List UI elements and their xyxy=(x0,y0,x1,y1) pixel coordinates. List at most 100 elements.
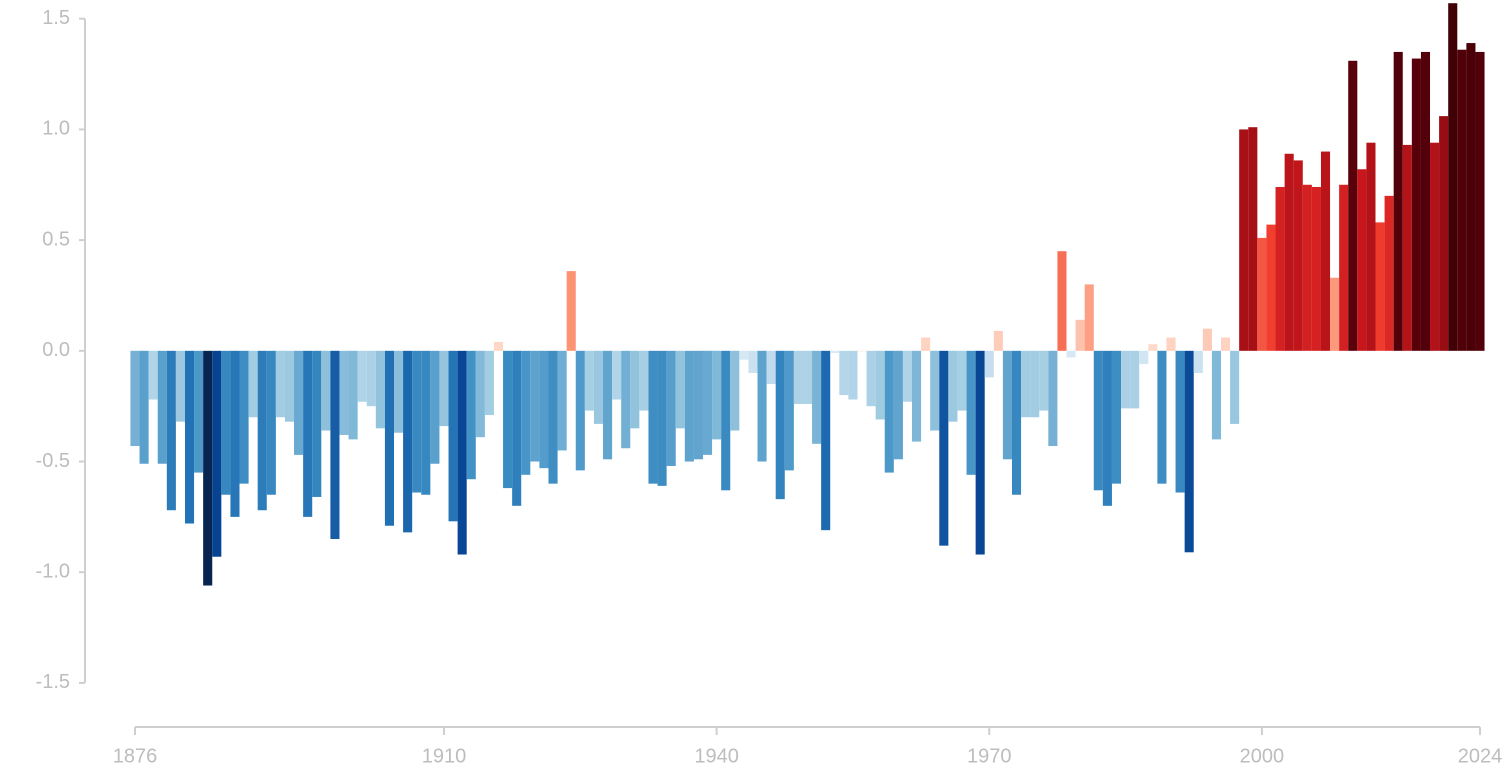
bar xyxy=(294,350,304,455)
bar xyxy=(530,350,540,462)
bar xyxy=(493,341,504,351)
bar xyxy=(784,350,794,471)
bar xyxy=(730,350,740,431)
x-tick-label: 2024 xyxy=(1458,745,1503,767)
bar xyxy=(902,350,913,402)
bar xyxy=(1275,186,1285,351)
bar xyxy=(1111,350,1122,484)
bar xyxy=(1084,284,1094,351)
bar xyxy=(139,350,149,464)
bar xyxy=(1430,142,1440,351)
bar xyxy=(1239,129,1249,351)
bar xyxy=(375,350,385,429)
bar xyxy=(930,350,940,431)
bar xyxy=(1057,251,1067,351)
bar xyxy=(1220,337,1231,351)
bar xyxy=(793,350,803,404)
y-tick-label: -1.5 xyxy=(36,671,70,693)
bar xyxy=(339,350,349,435)
bar xyxy=(884,350,894,473)
bar xyxy=(1066,350,1076,358)
bar xyxy=(448,350,458,522)
bar xyxy=(1039,350,1049,411)
bar xyxy=(548,350,558,484)
bar xyxy=(539,350,549,469)
bar xyxy=(1411,58,1421,351)
bar xyxy=(875,350,885,420)
bar xyxy=(566,271,576,351)
bar xyxy=(1248,127,1258,351)
bar xyxy=(1475,51,1485,351)
bar xyxy=(1102,350,1112,506)
y-tick-label: -1.0 xyxy=(36,561,70,583)
bar xyxy=(1311,186,1321,351)
bar xyxy=(330,350,340,540)
bar xyxy=(993,330,1003,351)
bar xyxy=(621,350,631,449)
bar xyxy=(802,350,813,404)
bar xyxy=(457,350,467,555)
bar xyxy=(1202,328,1212,351)
bar xyxy=(1048,350,1058,447)
bar xyxy=(166,350,176,511)
bar xyxy=(384,350,395,526)
bar xyxy=(1284,153,1294,351)
bar xyxy=(348,350,358,440)
bar xyxy=(1184,350,1194,553)
x-tick-label: 1940 xyxy=(694,745,739,767)
bar xyxy=(857,350,867,352)
bar xyxy=(1348,60,1358,351)
x-tick-label: 2000 xyxy=(1240,745,1285,767)
bar xyxy=(503,350,513,489)
bar xyxy=(693,350,703,460)
bar xyxy=(721,350,731,491)
bar xyxy=(584,350,594,411)
bar xyxy=(321,350,331,431)
bar xyxy=(866,350,876,407)
bar xyxy=(675,350,685,429)
bar xyxy=(812,350,822,444)
bar xyxy=(1257,237,1267,351)
bar xyxy=(1420,51,1431,351)
bar xyxy=(1393,51,1403,351)
bar xyxy=(830,350,840,354)
bar xyxy=(357,350,367,402)
bar xyxy=(839,350,849,396)
bar xyxy=(1011,350,1022,495)
bar xyxy=(1457,49,1467,351)
bar xyxy=(284,350,295,422)
bar xyxy=(239,350,249,484)
bar xyxy=(266,350,276,495)
x-tick-label: 1970 xyxy=(967,745,1012,767)
bar xyxy=(403,350,413,533)
bar xyxy=(1293,160,1303,351)
bar xyxy=(439,350,449,427)
bar xyxy=(512,350,522,506)
bar xyxy=(1230,350,1240,424)
bar xyxy=(557,350,567,451)
bar xyxy=(684,350,694,462)
bar xyxy=(521,350,531,475)
bar xyxy=(975,350,985,555)
bar xyxy=(1139,350,1149,365)
bar xyxy=(1366,142,1376,351)
bar xyxy=(957,350,967,411)
y-tick-label: 0.0 xyxy=(42,339,70,361)
bar xyxy=(1402,144,1412,351)
bar xyxy=(1075,319,1085,351)
bar xyxy=(821,350,831,531)
bar xyxy=(666,350,676,466)
bar xyxy=(1193,350,1203,373)
bar xyxy=(148,350,158,400)
bar xyxy=(603,350,613,460)
bar xyxy=(612,350,622,400)
bar xyxy=(648,350,658,484)
bar xyxy=(175,350,185,422)
bar xyxy=(312,350,322,497)
bar xyxy=(630,350,640,429)
bar xyxy=(1339,184,1349,351)
bar xyxy=(430,350,440,464)
bar xyxy=(1384,195,1394,351)
bar xyxy=(1357,169,1367,351)
